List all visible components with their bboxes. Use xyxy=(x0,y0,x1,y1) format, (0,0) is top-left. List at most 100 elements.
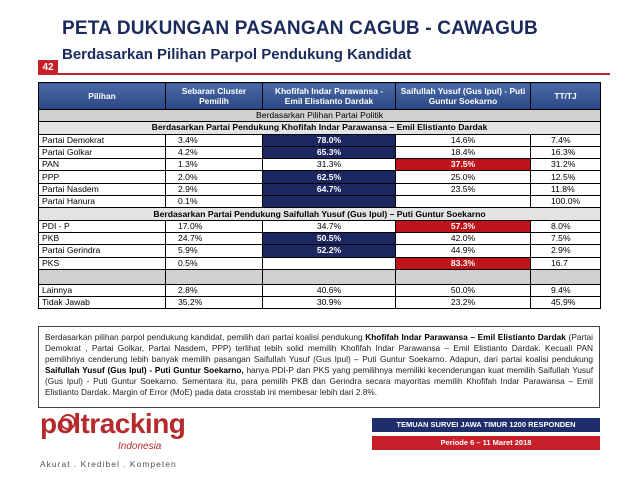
cell: 40.6% xyxy=(262,283,396,298)
row-label: Partai Gerindra xyxy=(38,244,166,258)
cell: 57.3% xyxy=(395,219,531,233)
empty-cell xyxy=(262,268,396,285)
data-row: PAN 1.3% 31.3% 37.5% 31.2% xyxy=(38,158,601,172)
cell: 35.2% xyxy=(165,296,263,310)
header-row: Pilihan Sebaran Cluster Pemilih Khofifah… xyxy=(38,82,601,110)
table-body: Berdasarkan Pilihan Partai Politik Berdas… xyxy=(38,108,601,310)
cell: 50.5% xyxy=(262,231,396,246)
row-label: PKB xyxy=(38,231,166,246)
section-row: Berdasarkan Partai Pendukung Saifullah Y… xyxy=(38,207,601,221)
cell: 9.4% xyxy=(530,283,601,298)
section-label: Berdasarkan Partai Pendukung Saifullah Y… xyxy=(38,207,601,221)
cell: 17.0% xyxy=(165,219,263,233)
cell: 23.5% xyxy=(395,182,531,197)
tagline: Akurat . Kredibel . Kompeten xyxy=(40,459,177,469)
data-row: Partai Hanura 0.1% 100.0% xyxy=(38,195,601,209)
cell: 62.5% xyxy=(262,170,396,184)
cell: 2.9% xyxy=(165,182,263,197)
header-cell: Sebaran Cluster Pemilih xyxy=(165,82,263,110)
cell: 16.7 xyxy=(530,256,601,270)
cell: 30.9% xyxy=(262,296,396,310)
row-label: PPP xyxy=(38,170,166,184)
subtitle: Berdasarkan Pilihan Parpol Pendukung Kan… xyxy=(62,46,412,63)
cell: 7.4% xyxy=(530,133,601,147)
row-label: Partai Golkar xyxy=(38,145,166,160)
header-cell: Pilihan xyxy=(38,82,166,110)
cell: 31.2% xyxy=(530,158,601,172)
row-label: Tidak Jawab xyxy=(38,296,166,310)
cell: 45.9% xyxy=(530,296,601,310)
empty-cell xyxy=(38,268,166,285)
cell: 2.9% xyxy=(530,244,601,258)
cell: 31.3% xyxy=(262,158,396,172)
cell: 2.0% xyxy=(165,170,263,184)
data-row: Tidak Jawab 35.2% 30.9% 23.2% 45.9% xyxy=(38,296,601,310)
cell: 4.2% xyxy=(165,145,263,160)
note-text: Berdasarkan pilihan parpol pendukung kan… xyxy=(45,332,366,342)
section-row: Berdasarkan Pilihan Partai Politik xyxy=(38,108,601,123)
header-cell: Khofifah Indar Parawansa - Emil Elistian… xyxy=(262,82,396,110)
cell: 2.8% xyxy=(165,283,263,298)
page-number: 42 xyxy=(38,60,58,75)
cell: 14.6% xyxy=(395,133,531,147)
cell: 64.7% xyxy=(262,182,396,197)
row-label: PKS xyxy=(38,256,166,270)
cell: 11.8% xyxy=(530,182,601,197)
cell: 5.9% xyxy=(165,244,263,258)
spacer-row xyxy=(38,268,601,285)
row-label: Partai Hanura xyxy=(38,195,166,209)
cell: 0.5% xyxy=(165,256,263,270)
cell: 37.5% xyxy=(395,158,531,172)
empty-cell xyxy=(165,268,263,285)
cell: 78.0% xyxy=(262,133,396,147)
cell: 16.3% xyxy=(530,145,601,160)
period-banner: Periode 6 – 11 Maret 2018 xyxy=(372,436,600,450)
cell: 18.4% xyxy=(395,145,531,160)
cell xyxy=(262,256,396,270)
note-bold: Saifullah Yusuf (Gus Ipul) - Puti Guntur… xyxy=(45,365,244,375)
cell: 8.0% xyxy=(530,219,601,233)
cell: 44.9% xyxy=(395,244,531,258)
data-row: Partai Nasdem 2.9% 64.7% 23.5% 11.8% xyxy=(38,182,601,197)
cell xyxy=(262,195,396,209)
data-row: PPP 2.0% 62.5% 25.0% 12.5% xyxy=(38,170,601,184)
logo-icon xyxy=(60,414,76,430)
title: PETA DUKUNGAN PASANGAN CAGUB - CAWAGUB xyxy=(62,18,538,39)
note-text: (Partai Demokrat , Partai Golkar, Partai… xyxy=(45,332,593,364)
cell: 50.0% xyxy=(395,283,531,298)
cell xyxy=(395,195,531,209)
header-cell: TT/TJ xyxy=(530,82,601,110)
section-label: Berdasarkan Partai Pendukung Khofifah In… xyxy=(38,121,601,135)
divider xyxy=(58,73,610,75)
logo: poltracking xyxy=(40,408,186,439)
cell: 65.3% xyxy=(262,145,396,160)
cell: 100.0% xyxy=(530,195,601,209)
cell: 34.7% xyxy=(262,219,396,233)
note-text: hanya PDI-P dan PKS yang pemilihnya memi… xyxy=(45,365,593,397)
row-label: Lainnya xyxy=(38,283,166,298)
cell: 24.7% xyxy=(165,231,263,246)
cell: 25.0% xyxy=(395,170,531,184)
empty-cell xyxy=(395,268,531,285)
header-cell: Saifullah Yusuf (Gus Ipul) - Puti Guntur… xyxy=(395,82,531,110)
data-row: Partai Golkar 4.2% 65.3% 18.4% 16.3% xyxy=(38,145,601,160)
logo-sub: Indonesia xyxy=(118,441,162,452)
note-box: Berdasarkan pilihan parpol pendukung kan… xyxy=(38,326,600,408)
row-label: Partai Nasdem xyxy=(38,182,166,197)
data-row: PKB 24.7% 50.5% 42.0% 7.5% xyxy=(38,231,601,246)
data-row: PDI - P 17.0% 34.7% 57.3% 8.0% xyxy=(38,219,601,233)
row-label: PDI - P xyxy=(38,219,166,233)
cell: 42.0% xyxy=(395,231,531,246)
row-label: Partai Demokrat xyxy=(38,133,166,147)
cell: 12.5% xyxy=(530,170,601,184)
cell: 52.2% xyxy=(262,244,396,258)
data-row: PKS 0.5% 83.3% 16.7 xyxy=(38,256,601,270)
section-label: Berdasarkan Pilihan Partai Politik xyxy=(38,108,601,123)
cell: 83.3% xyxy=(395,256,531,270)
survey-banner: TEMUAN SURVEI JAWA TIMUR 1200 RESPONDEN xyxy=(372,418,600,432)
cell: 3.4% xyxy=(165,133,263,147)
section-row: Berdasarkan Partai Pendukung Khofifah In… xyxy=(38,121,601,135)
cell: 23.2% xyxy=(395,296,531,310)
data-row: Partai Demokrat 3.4% 78.0% 14.6% 7.4% xyxy=(38,133,601,147)
cell: 7.5% xyxy=(530,231,601,246)
